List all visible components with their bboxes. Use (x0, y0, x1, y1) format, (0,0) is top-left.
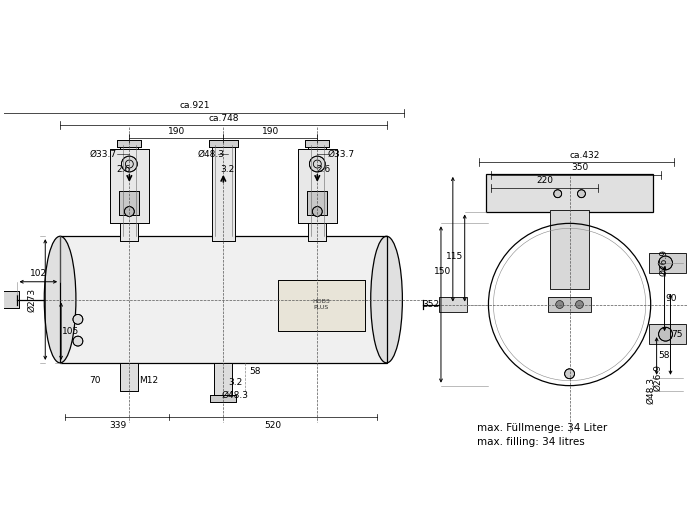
Text: 2.6: 2.6 (316, 165, 330, 175)
Text: 58: 58 (658, 351, 670, 361)
Text: 75: 75 (672, 329, 683, 339)
Text: 339: 339 (109, 421, 126, 430)
Bar (649, 253, 686, 273)
Bar (550, 210, 589, 289)
Text: max. filling: 34 litres: max. filling: 34 litres (477, 437, 585, 447)
Bar (209, 140, 238, 147)
Text: M12: M12 (140, 376, 159, 385)
Circle shape (578, 190, 585, 198)
Bar (211, 395, 236, 402)
Bar (305, 140, 330, 147)
Bar (117, 140, 142, 147)
Bar (548, 297, 591, 312)
Text: Ø48.3: Ø48.3 (198, 150, 225, 159)
Bar (307, 191, 328, 215)
Text: 115: 115 (446, 252, 464, 261)
Circle shape (659, 256, 672, 270)
Bar (120, 145, 138, 241)
Bar (649, 324, 686, 344)
Bar (120, 191, 139, 215)
Bar (1, 291, 19, 308)
Bar (120, 363, 138, 391)
Circle shape (553, 190, 562, 198)
Text: Ø33.7: Ø33.7 (328, 150, 354, 159)
Circle shape (576, 300, 583, 308)
Text: max. Füllmenge: 34 Liter: max. Füllmenge: 34 Liter (477, 423, 607, 433)
Text: 150: 150 (435, 267, 452, 277)
Bar (60, 236, 386, 363)
Bar (278, 280, 365, 331)
Circle shape (73, 314, 83, 324)
Text: Ø48.3: Ø48.3 (222, 391, 249, 400)
Ellipse shape (44, 236, 76, 363)
Bar (120, 145, 138, 241)
Text: 190: 190 (168, 127, 185, 136)
Bar (211, 395, 236, 402)
Text: Ø26.9: Ø26.9 (660, 250, 669, 277)
Text: 102: 102 (30, 269, 47, 278)
Text: 70: 70 (89, 376, 100, 385)
Text: Ø48.3: Ø48.3 (647, 377, 656, 404)
Bar (439, 297, 466, 312)
Text: HDB3
PLUS: HDB3 PLUS (312, 299, 330, 310)
Text: 58: 58 (249, 367, 261, 376)
Circle shape (73, 336, 83, 346)
Circle shape (556, 300, 564, 308)
Bar (649, 253, 686, 273)
Circle shape (659, 327, 672, 341)
Text: ca.432: ca.432 (569, 151, 600, 160)
Bar (278, 280, 365, 331)
Bar (214, 363, 232, 395)
Text: 2.6: 2.6 (116, 165, 131, 175)
Bar (120, 191, 139, 215)
Circle shape (122, 156, 138, 172)
Bar (110, 149, 149, 223)
Bar (439, 297, 466, 312)
Circle shape (124, 207, 134, 217)
Bar (120, 363, 138, 391)
Circle shape (310, 156, 325, 172)
Bar (298, 149, 337, 223)
Ellipse shape (371, 236, 402, 363)
Bar (211, 145, 235, 241)
Text: 3.2: 3.2 (220, 165, 234, 175)
Text: 190: 190 (262, 127, 279, 136)
Text: 90: 90 (665, 294, 677, 303)
Circle shape (565, 369, 574, 379)
Text: Ø33.7: Ø33.7 (90, 150, 117, 159)
Bar (211, 145, 235, 241)
Text: ca.921: ca.921 (180, 101, 210, 110)
Bar (60, 236, 386, 363)
Text: 3.2: 3.2 (228, 378, 243, 387)
Text: 350: 350 (571, 164, 588, 172)
Text: 105: 105 (62, 327, 79, 336)
Circle shape (312, 207, 322, 217)
Text: 352: 352 (422, 300, 439, 309)
Bar (550, 210, 589, 289)
Bar (307, 191, 328, 215)
Bar (308, 145, 326, 241)
Bar (298, 149, 337, 223)
Bar (214, 363, 232, 395)
Bar (305, 140, 330, 147)
Text: Ø26.9: Ø26.9 (654, 364, 663, 391)
Bar (649, 324, 686, 344)
Bar (486, 174, 653, 211)
Bar (486, 174, 653, 211)
Text: 220: 220 (536, 176, 553, 185)
Bar (548, 297, 591, 312)
Bar (110, 149, 149, 223)
Text: 520: 520 (264, 421, 281, 430)
Bar (308, 145, 326, 241)
Bar (117, 140, 142, 147)
Text: ca.748: ca.748 (208, 114, 238, 123)
Text: Ø273: Ø273 (27, 287, 36, 312)
Bar (209, 140, 238, 147)
Bar (1, 291, 19, 308)
